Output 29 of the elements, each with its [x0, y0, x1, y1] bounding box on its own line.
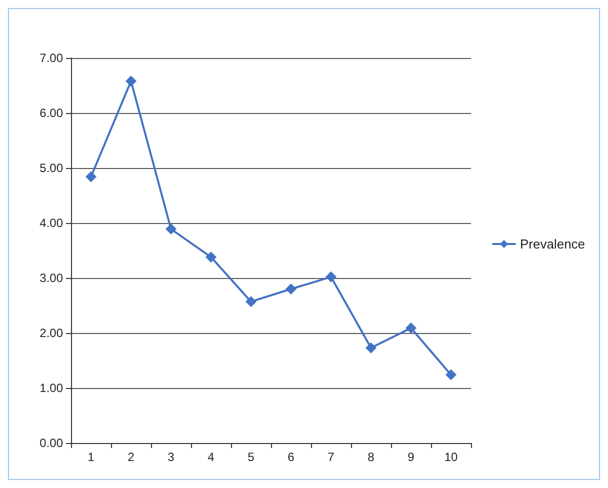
- y-tick-label: 3.00: [40, 271, 64, 285]
- x-tick-label: 4: [208, 450, 215, 464]
- point: [166, 224, 176, 235]
- y-tick-label: 6.00: [40, 106, 64, 120]
- y-tick-label: 0.00: [40, 436, 64, 450]
- point: [206, 252, 216, 263]
- point: [446, 369, 456, 380]
- y-tick-label: 2.00: [40, 326, 64, 340]
- point: [246, 296, 256, 308]
- point: [126, 76, 136, 87]
- x-tick-label: 3: [168, 450, 175, 464]
- y-tick-label: 7.00: [40, 51, 64, 65]
- x-tick-label: 9: [408, 450, 415, 464]
- x-tick-label: 6: [288, 450, 295, 464]
- point: [86, 171, 96, 182]
- x-tick-label: 7: [328, 450, 335, 464]
- x-tick-label: 10: [444, 450, 458, 464]
- x-tick-label: 8: [368, 450, 375, 464]
- point: [326, 271, 336, 282]
- x-tick-label: 1: [88, 450, 95, 464]
- y-tick-label: 5.00: [40, 161, 64, 175]
- y-tick-label: 1.00: [40, 381, 64, 395]
- x-tick-label: 2: [128, 450, 135, 464]
- legend-label: Prevalence: [520, 236, 586, 252]
- point: [366, 342, 376, 354]
- point: [286, 284, 296, 294]
- x-tick-label: 5: [248, 450, 255, 464]
- point: [406, 322, 416, 334]
- y-tick-label: 4.00: [40, 216, 64, 230]
